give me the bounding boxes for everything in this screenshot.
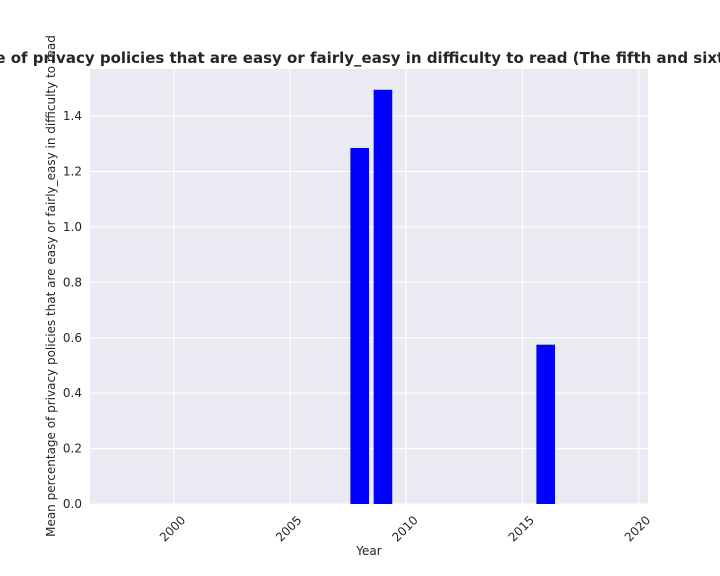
chart-title: Mean percentage of privacy policies that… <box>0 49 720 67</box>
bar-2016 <box>536 344 555 504</box>
bar-2008 <box>350 147 369 504</box>
x-tick-label: 2005 <box>273 513 304 544</box>
y-axis-label: Mean percentage of privacy policies that… <box>44 35 58 537</box>
y-tick-label: 0.8 <box>63 275 82 289</box>
x-axis-label: Year <box>355 544 381 558</box>
y-tick-label: 1.4 <box>63 109 82 123</box>
x-tick-label: 2015 <box>506 513 537 544</box>
y-tick-label: 0.0 <box>63 497 82 511</box>
x-tick-label: 2000 <box>157 513 188 544</box>
y-tick-label: 1.0 <box>63 220 82 234</box>
y-axis-ticks: 0.0 0.2 0.4 0.6 0.8 1.0 1.2 1.4 <box>63 109 82 511</box>
bars <box>350 89 555 504</box>
x-axis-ticks: 2000 2005 2010 2015 2020 <box>157 513 653 544</box>
y-tick-label: 0.2 <box>63 442 82 456</box>
y-tick-label: 1.2 <box>63 165 82 179</box>
y-tick-label: 0.4 <box>63 386 82 400</box>
x-tick-label: 2010 <box>389 513 420 544</box>
bar-2009 <box>373 89 393 504</box>
y-tick-label: 0.6 <box>63 331 82 345</box>
x-tick-label: 2020 <box>622 513 653 544</box>
